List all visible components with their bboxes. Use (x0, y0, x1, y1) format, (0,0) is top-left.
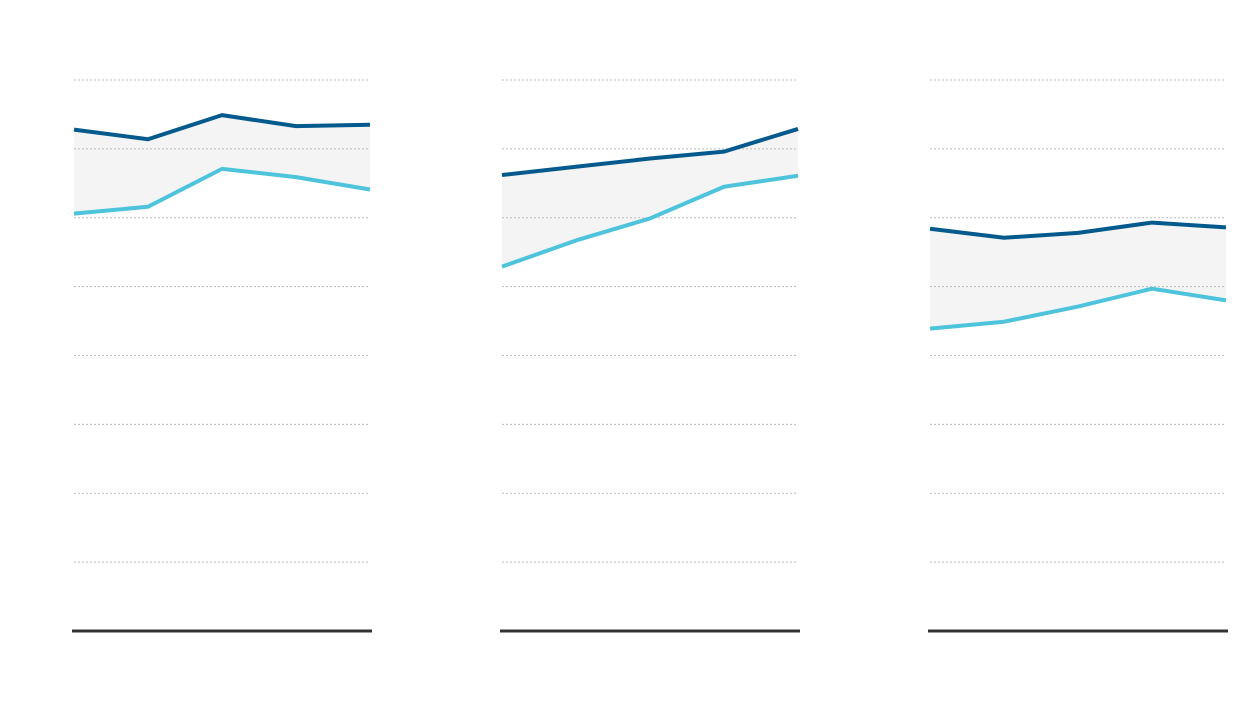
series-line (501, 173, 799, 269)
series-line (73, 166, 371, 216)
series-line (73, 113, 371, 142)
band-fill (74, 115, 370, 214)
series-line (929, 286, 1227, 331)
band-fill (930, 222, 1226, 329)
band-fill (502, 128, 798, 267)
series-line (501, 126, 799, 178)
series-line (929, 220, 1227, 240)
